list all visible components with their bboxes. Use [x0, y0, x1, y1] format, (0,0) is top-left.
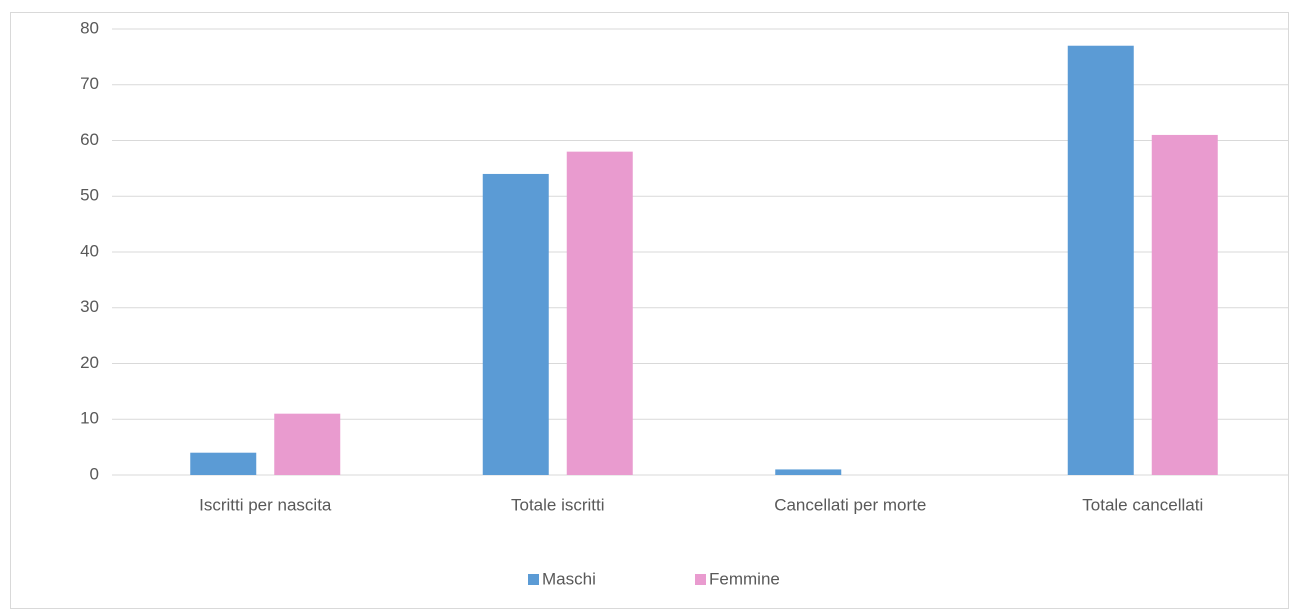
bar	[775, 469, 842, 475]
y-tick-label: 0	[90, 464, 99, 483]
legend-label: Femmine	[709, 569, 780, 588]
y-tick-label: 40	[80, 241, 99, 260]
y-tick-label: 30	[80, 297, 99, 316]
y-tick-label: 20	[80, 353, 99, 372]
bar	[482, 173, 549, 475]
x-tick-label: Iscritti per nascita	[199, 495, 332, 514]
x-tick-label: Totale iscritti	[511, 495, 605, 514]
x-tick-label: Totale cancellati	[1082, 495, 1203, 514]
legend-swatch	[695, 574, 706, 585]
y-tick-label: 80	[80, 18, 99, 37]
y-tick-label: 70	[80, 74, 99, 93]
y-tick-label: 50	[80, 186, 99, 205]
bar	[566, 151, 633, 475]
legend-swatch	[528, 574, 539, 585]
bar	[1067, 45, 1134, 475]
y-tick-label: 10	[80, 409, 99, 428]
bar	[1151, 134, 1218, 476]
x-tick-label: Cancellati per morte	[774, 495, 926, 514]
y-tick-label: 60	[80, 130, 99, 149]
bar	[274, 413, 341, 475]
legend-label: Maschi	[542, 569, 596, 588]
bar	[190, 452, 257, 475]
